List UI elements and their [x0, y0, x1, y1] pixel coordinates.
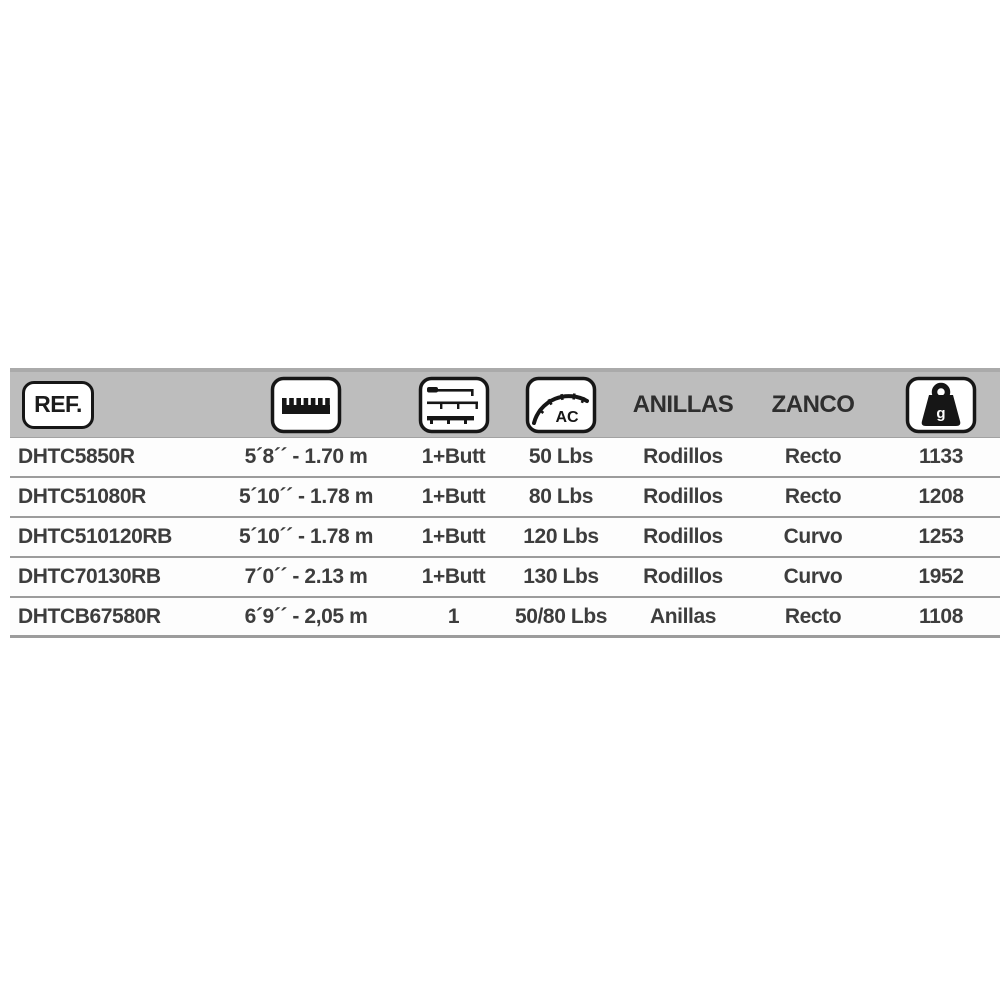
zanco-cell: Curvo — [783, 565, 843, 588]
header-cell-anillas: ANILLAS — [622, 372, 744, 437]
rod-sections-icon — [418, 376, 489, 433]
zanco-cell: Recto — [784, 604, 842, 628]
sections-cell: 1+Butt — [421, 445, 486, 468]
length-cell: 5´8´´ - 1.70 m — [244, 445, 368, 468]
weight-icon: g — [905, 376, 977, 433]
table-row: DHTCB67580R 6´9´´ - 2,05 m 1 50/80 Lbs A… — [10, 598, 1000, 638]
length-cell: 7´0´´ - 2.13 m — [244, 565, 368, 588]
anillas-cell: Rodillos — [643, 485, 723, 508]
ref-cell: DHTCB67580R — [18, 604, 161, 628]
length-cell: 6´9´´ - 2,05 m — [244, 604, 368, 628]
table-row: DHTC5850R 5´8´´ - 1.70 m 1+Butt 50 Lbs R… — [10, 438, 1000, 478]
sections-cell: 1+Butt — [421, 485, 486, 508]
sections-cell: 1+Butt — [421, 565, 486, 588]
weight-cell: 1108 — [919, 604, 963, 628]
ref-cell: DHTC510120RB — [18, 525, 172, 548]
anillas-cell: Rodillos — [643, 525, 723, 548]
rating-cell: 50 Lbs — [528, 445, 594, 468]
header-cell-weight: g — [882, 372, 1000, 437]
sections-cell: 1+Butt — [421, 525, 486, 548]
header-cell-ref: REF. — [10, 372, 205, 437]
gauge-icon: AC — [525, 376, 597, 433]
rating-cell: 80 Lbs — [528, 485, 594, 508]
rating-cell: 120 Lbs — [523, 525, 599, 548]
table-row: DHTC70130RB 7´0´´ - 2.13 m 1+Butt 130 Lb… — [10, 558, 1000, 598]
anillas-cell: Rodillos — [643, 565, 723, 588]
header-cell-zanco: ZANCO — [744, 372, 882, 437]
length-cell: 5´10´´ - 1.78 m — [238, 485, 374, 508]
header-cell-rating: AC — [500, 372, 622, 437]
rating-cell: 50/80 Lbs — [514, 604, 608, 628]
table-row: DHTC510120RB 5´10´´ - 1.78 m 1+Butt 120 … — [10, 518, 1000, 558]
weight-icon-text: g — [936, 405, 945, 422]
ref-cell: DHTC70130RB — [18, 565, 161, 588]
gauge-icon-text: AC — [555, 409, 579, 426]
table-row: DHTC51080R 5´10´´ - 1.78 m 1+Butt 80 Lbs… — [10, 478, 1000, 518]
zanco-cell: Recto — [784, 485, 842, 508]
ref-badge-label: REF. — [34, 391, 82, 417]
header-cell-length — [205, 372, 407, 437]
ref-cell: DHTC51080R — [18, 485, 146, 508]
anillas-cell: Rodillos — [643, 445, 723, 468]
weight-cell: 1208 — [918, 485, 964, 508]
sections-cell: 1 — [447, 604, 460, 628]
zanco-header-label: ZANCO — [771, 390, 855, 418]
length-cell: 5´10´´ - 1.78 m — [238, 525, 374, 548]
ref-cell: DHTC5850R — [18, 445, 135, 468]
header-cell-sections — [407, 372, 500, 437]
ruler-icon — [270, 376, 342, 433]
weight-cell: 1133 — [919, 445, 963, 468]
spec-table: REF. — [10, 368, 1000, 638]
zanco-cell: Recto — [784, 445, 842, 468]
weight-cell: 1253 — [918, 525, 964, 548]
rating-cell: 130 Lbs — [523, 565, 599, 588]
anillas-header-label: ANILLAS — [632, 390, 734, 418]
table-header-row: REF. — [10, 368, 1000, 438]
ref-badge: REF. — [22, 380, 94, 429]
weight-cell: 1952 — [918, 565, 964, 588]
zanco-cell: Curvo — [783, 525, 843, 548]
anillas-cell: Anillas — [649, 604, 717, 628]
